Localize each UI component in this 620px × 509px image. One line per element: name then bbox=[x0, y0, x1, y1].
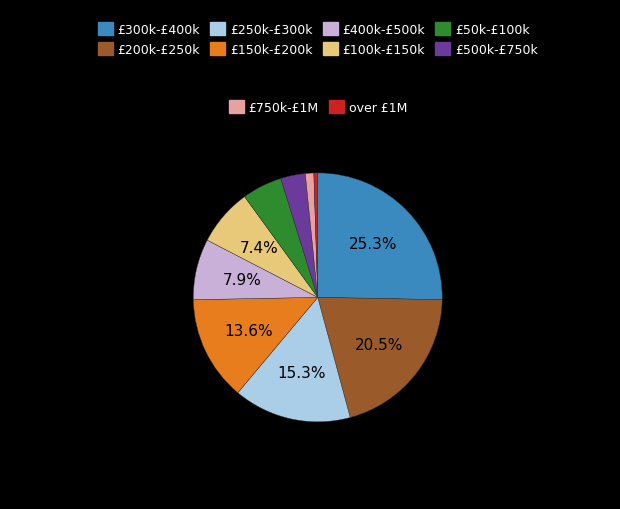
Text: 25.3%: 25.3% bbox=[348, 236, 397, 251]
Wedge shape bbox=[245, 179, 317, 298]
Wedge shape bbox=[317, 174, 442, 300]
Wedge shape bbox=[305, 174, 317, 298]
Text: 7.4%: 7.4% bbox=[240, 240, 278, 255]
Text: 13.6%: 13.6% bbox=[224, 324, 272, 338]
Legend: £750k-£1M, over £1M: £750k-£1M, over £1M bbox=[223, 96, 412, 120]
Wedge shape bbox=[207, 197, 317, 298]
Wedge shape bbox=[193, 298, 317, 393]
Text: 20.5%: 20.5% bbox=[355, 337, 403, 353]
Wedge shape bbox=[281, 174, 317, 298]
Text: 7.9%: 7.9% bbox=[223, 273, 262, 288]
Wedge shape bbox=[238, 298, 350, 422]
Wedge shape bbox=[314, 174, 318, 298]
Wedge shape bbox=[317, 298, 442, 418]
Text: 15.3%: 15.3% bbox=[277, 365, 326, 380]
Wedge shape bbox=[193, 241, 317, 300]
